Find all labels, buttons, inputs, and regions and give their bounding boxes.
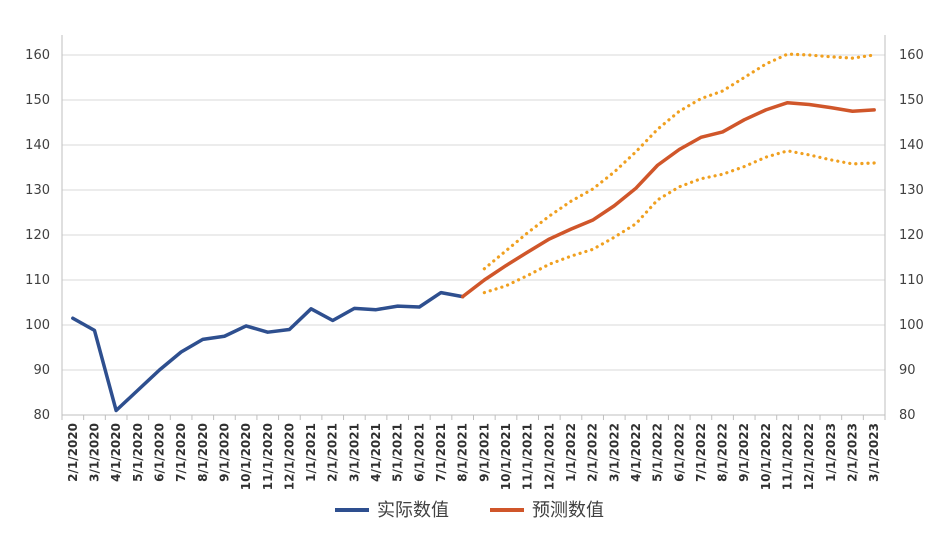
y-tick-label-right: 150 xyxy=(899,93,924,108)
x-tick-label: 7/1/2021 xyxy=(434,423,448,482)
grid-lines xyxy=(62,54,885,416)
y-tick-label-left: 120 xyxy=(25,228,50,243)
x-tick-label: 9/1/2020 xyxy=(217,423,231,482)
x-tick-label: 8/1/2021 xyxy=(456,423,470,482)
x-tick-label: 10/1/2021 xyxy=(499,423,513,490)
x-tick-label: 10/1/2022 xyxy=(759,423,773,490)
y-tick-label-right: 160 xyxy=(899,48,924,63)
x-tick-label: 11/1/2021 xyxy=(521,423,535,490)
y-tick-label-left: 130 xyxy=(25,183,50,198)
x-tick-label: 5/1/2021 xyxy=(391,423,405,482)
y-tick-label-left: 80 xyxy=(33,408,50,423)
axes xyxy=(61,35,886,420)
x-tick-label: 9/1/2022 xyxy=(737,423,751,482)
x-tick-label: 1/1/2023 xyxy=(824,423,838,482)
x-tick-label: 6/1/2022 xyxy=(672,423,686,482)
x-tick-label: 2/1/2020 xyxy=(66,423,80,482)
x-tick-label: 8/1/2020 xyxy=(196,423,210,482)
y-axis-left-ticks: 80 90 100 110 120 130 140 150 160 xyxy=(25,48,50,423)
legend-label: 预测数值 xyxy=(532,500,604,521)
forecast-series-line xyxy=(460,100,876,299)
x-tick-label: 4/1/2022 xyxy=(629,423,643,482)
y-tick-label-left: 110 xyxy=(25,273,50,288)
x-tick-label: 11/1/2022 xyxy=(781,423,795,490)
x-tick-label: 2/1/2022 xyxy=(586,423,600,482)
y-tick-label-left: 100 xyxy=(25,318,50,333)
y-tick-label-left: 140 xyxy=(25,138,50,153)
x-tick-label: 2/1/2023 xyxy=(846,423,860,482)
y-tick-label-right: 100 xyxy=(899,318,924,333)
x-tick-label: 4/1/2020 xyxy=(109,423,123,482)
x-tick-label: 12/1/2021 xyxy=(542,423,556,490)
y-tick-label-right: 90 xyxy=(899,363,916,378)
x-tick-label: 5/1/2022 xyxy=(651,423,665,482)
y-tick-label-left: 150 xyxy=(25,93,50,108)
x-tick-label: 7/1/2022 xyxy=(694,423,708,482)
legend: 实际数值 预测数值 xyxy=(335,500,604,521)
x-tick-label: 2/1/2021 xyxy=(326,423,340,482)
forecast-band-line xyxy=(482,149,876,295)
x-axis-ticks: 2/1/2020 3/1/2020 4/1/2020 5/1/2020 6/1/2020… xyxy=(66,423,881,490)
actual-series-line xyxy=(71,290,465,413)
y-tick-label-right: 110 xyxy=(899,273,924,288)
x-tick-label: 3/1/2021 xyxy=(347,423,361,482)
y-tick-label-right: 140 xyxy=(899,138,924,153)
x-tick-label: 12/1/2020 xyxy=(282,423,296,490)
y-tick-label-left: 90 xyxy=(33,363,50,378)
x-tick-label: 10/1/2020 xyxy=(239,423,253,490)
x-tick-label: 1/1/2021 xyxy=(304,423,318,482)
x-tick-label: 4/1/2021 xyxy=(369,423,383,482)
forecast-band-line xyxy=(482,52,876,271)
y-tick-label-right: 80 xyxy=(899,408,916,423)
x-tick-label: 11/1/2020 xyxy=(261,423,275,490)
x-tick-label: 3/1/2020 xyxy=(87,423,101,482)
series-lines xyxy=(71,52,876,413)
y-axis-right-ticks: 80 90 100 110 120 130 140 150 160 xyxy=(899,48,924,423)
x-tick-label: 3/1/2023 xyxy=(867,423,881,482)
legend-label: 实际数值 xyxy=(377,500,449,521)
x-tick-label: 12/1/2022 xyxy=(802,423,816,490)
x-tick-label: 6/1/2020 xyxy=(152,423,166,482)
x-tick-label: 9/1/2021 xyxy=(477,423,491,482)
x-tick-label: 8/1/2022 xyxy=(716,423,730,482)
x-tick-label: 3/1/2022 xyxy=(607,423,621,482)
y-tick-label-left: 160 xyxy=(25,48,50,63)
x-tick-label: 1/1/2022 xyxy=(564,423,578,482)
y-tick-label-right: 120 xyxy=(899,228,924,243)
x-tick-label: 7/1/2020 xyxy=(174,423,188,482)
x-tick-label: 5/1/2020 xyxy=(131,423,145,482)
x-tick-label: 6/1/2021 xyxy=(412,423,426,482)
y-tick-label-right: 130 xyxy=(899,183,924,198)
